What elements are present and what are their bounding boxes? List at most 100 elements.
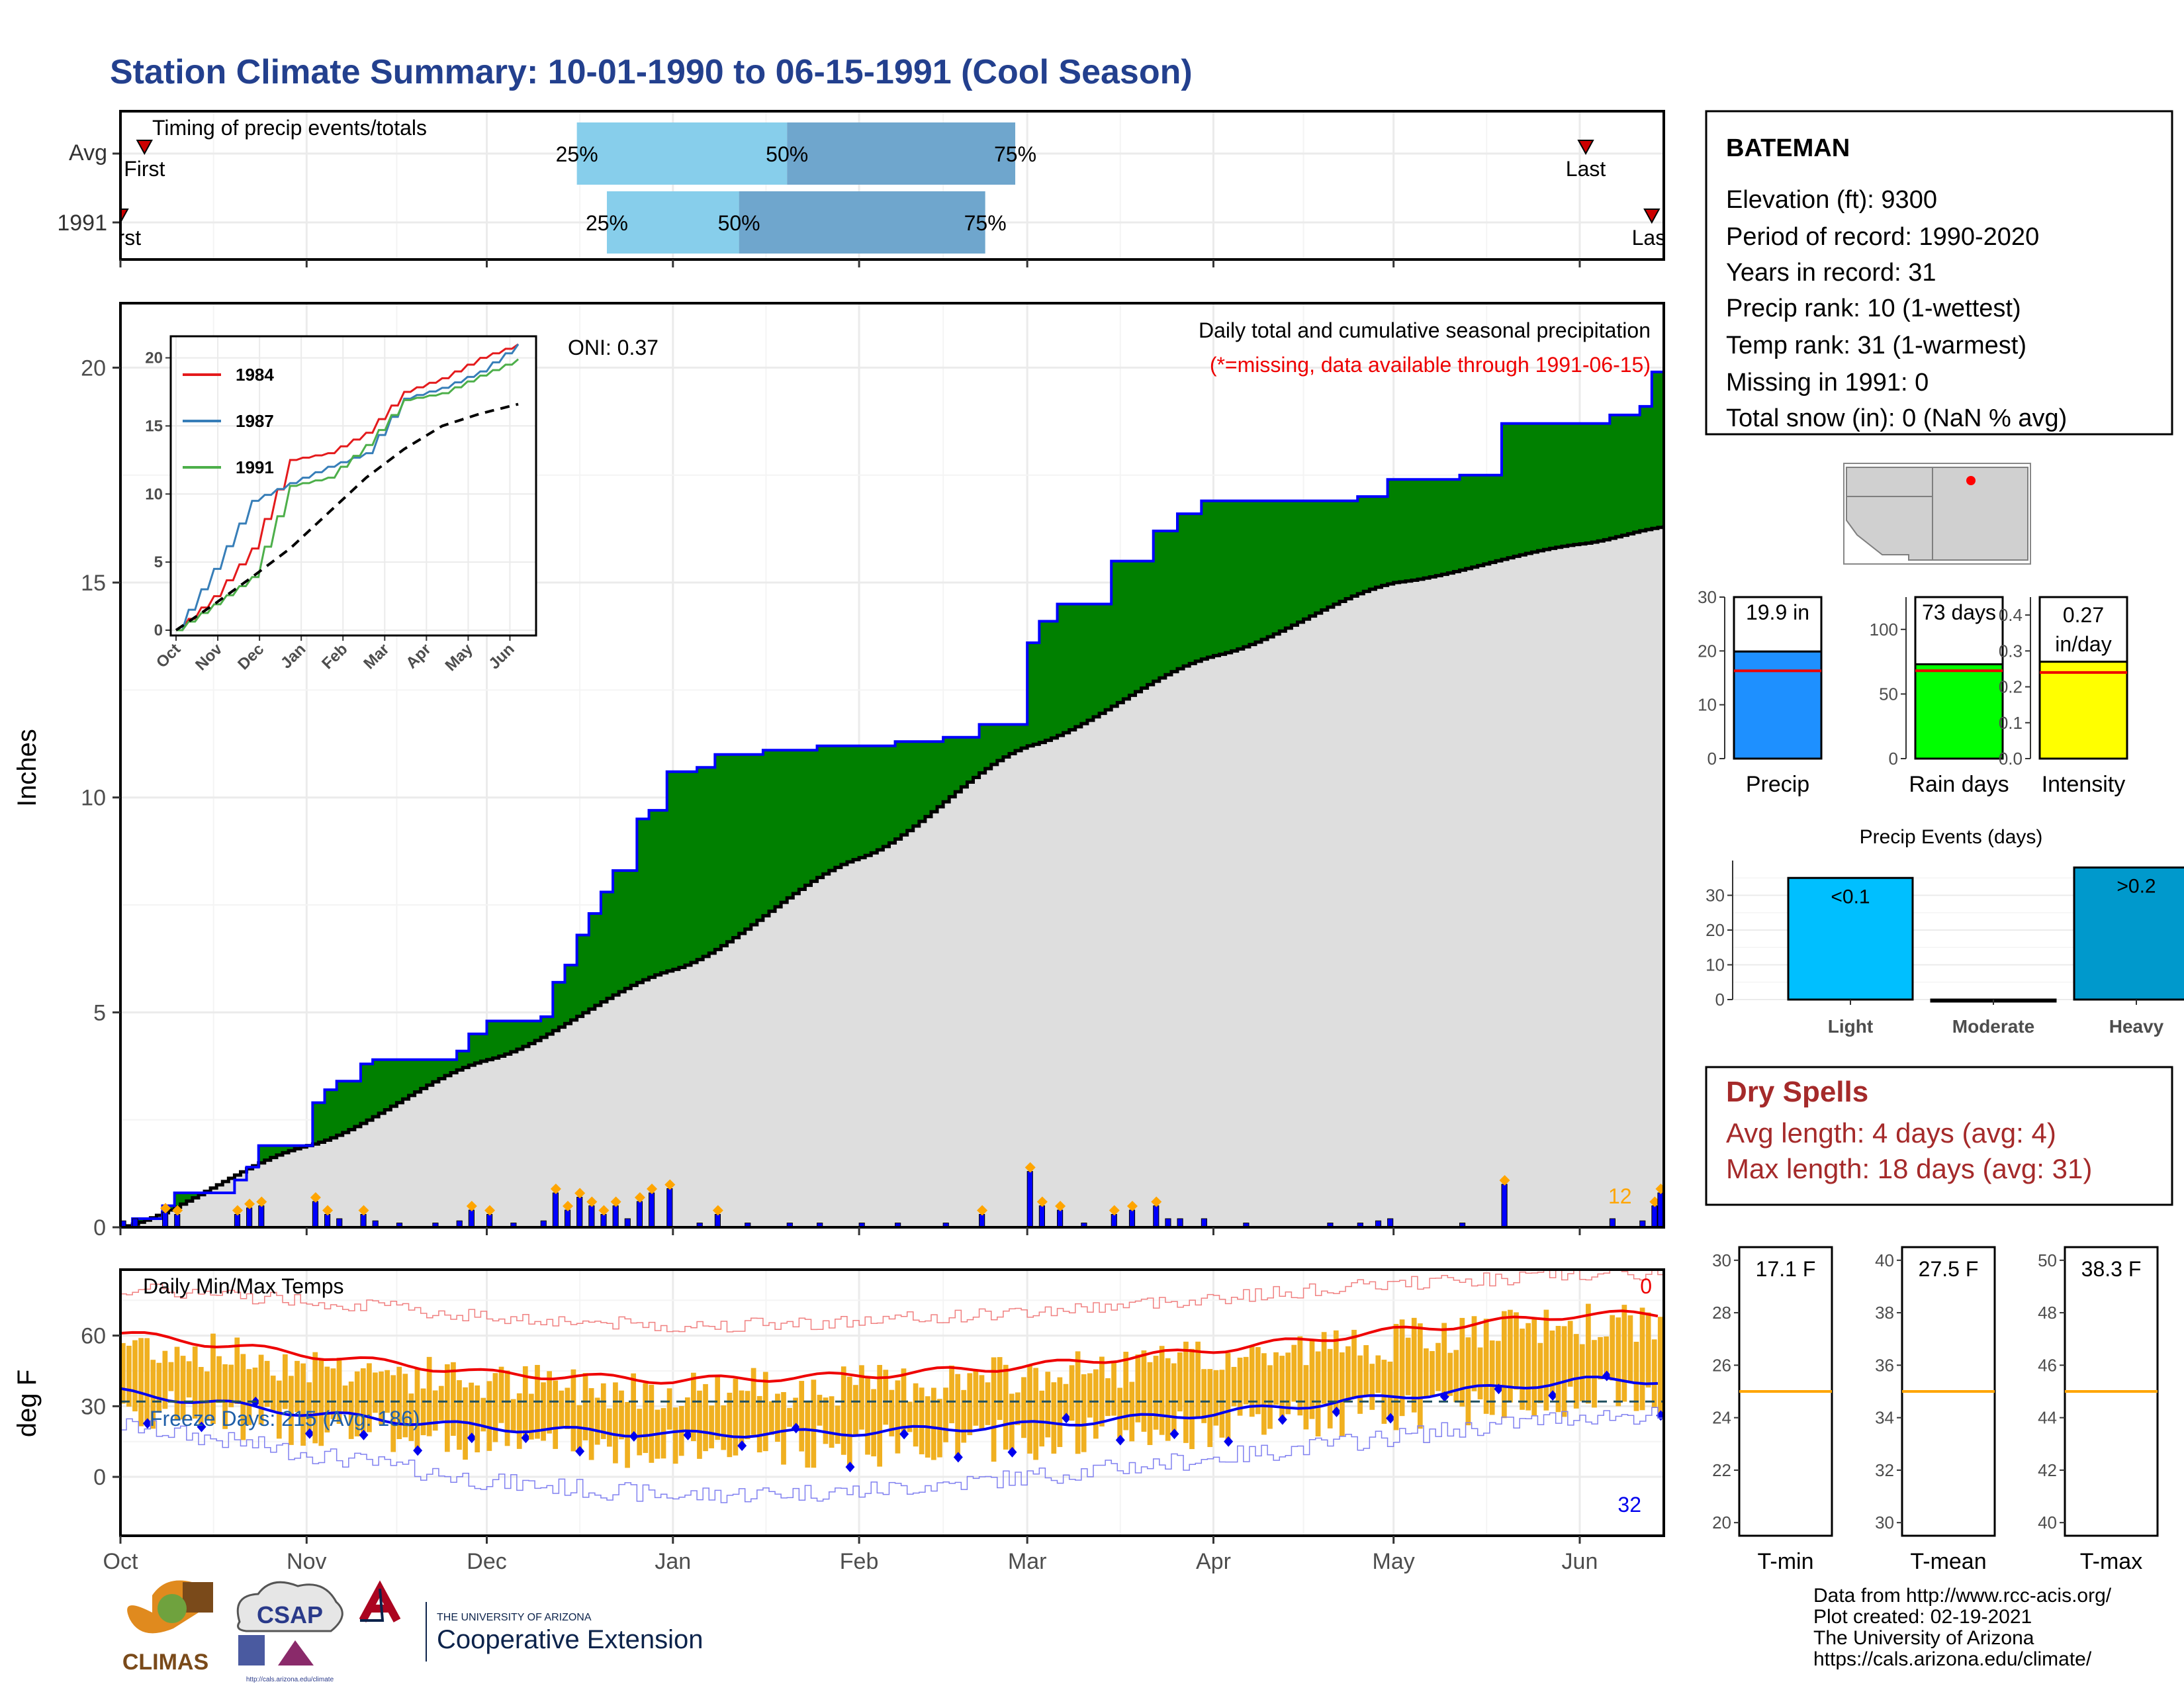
daily-temp-range-bar [330, 1368, 336, 1419]
daily-temp-range-bar [1471, 1316, 1477, 1391]
cold-day-marker [1224, 1436, 1234, 1447]
summary-value-label: 73 days [1922, 600, 1996, 624]
precip-event-marker [466, 1201, 477, 1212]
timing-panel: 25% 50% 75% First Last 25% 50% 75% First Last Tim… [57, 110, 1665, 261]
daily-temp-range-bar [246, 1369, 252, 1425]
daily-temp-range-bar [1207, 1369, 1213, 1447]
daily-temp-range-bar [348, 1382, 354, 1439]
daily-temp-range-bar [1093, 1369, 1099, 1439]
precip-event-marker [172, 1205, 183, 1216]
daily-temp-range-bar [408, 1393, 414, 1441]
daily-temp-range-bar [276, 1380, 282, 1439]
daily-temp-range-bar [1610, 1315, 1615, 1381]
daily-temp-range-bar [156, 1362, 162, 1413]
daily-temp-range-bar [1321, 1332, 1327, 1404]
inset-y-tick-label: 10 [145, 485, 163, 503]
daily-temp-range-bar [1502, 1311, 1507, 1419]
daily-temp-range-bar [138, 1338, 144, 1427]
daily-temp-range-bar [1135, 1354, 1141, 1423]
daily-temp-range-bar [1309, 1338, 1315, 1419]
daily-temp-range-bar [733, 1378, 739, 1456]
summary-bar-label: Intensity [2042, 772, 2126, 797]
daily-temp-range-bar [955, 1374, 960, 1458]
daily-temp-range-bar [312, 1352, 318, 1444]
daily-precip-bar [552, 1192, 559, 1227]
inset-series-line [176, 358, 520, 632]
precip-event-marker [1649, 1196, 1661, 1207]
last-event-label: Last [1566, 157, 1606, 181]
daily-temp-range-bar [805, 1401, 811, 1468]
daily-temp-range-bar [1537, 1342, 1543, 1403]
daily-temp-range-bar [1117, 1387, 1122, 1440]
daily-precip-bar [1057, 1209, 1064, 1227]
daily-temp-range-bar [745, 1391, 751, 1440]
daily-temp-range-bar [144, 1338, 150, 1424]
temp-summary-y-tick-label: 50 [2038, 1250, 2057, 1270]
csap-logo-text: CSAP [257, 1601, 323, 1628]
daily-temp-range-bar [594, 1397, 600, 1445]
daily-temp-range-bar [1045, 1372, 1051, 1438]
summary-value-box [2038, 596, 2128, 663]
daily-temp-range-bar [162, 1350, 168, 1409]
timing-label-25: 25% [556, 142, 598, 166]
precip-event-marker [634, 1192, 645, 1203]
daily-temp-range-bar [1621, 1305, 1627, 1402]
precip-event-marker [256, 1196, 267, 1207]
daily-temp-range-bar [871, 1389, 876, 1457]
daily-temp-range-bar [1141, 1350, 1147, 1432]
daily-temp-range-bar [132, 1340, 138, 1412]
daily-precip-bar [486, 1214, 493, 1227]
temp-summary-value-label: 38.3 F [2081, 1257, 2142, 1281]
daily-temp-range-bar [703, 1383, 708, 1452]
daily-temp-range-bar [1340, 1352, 1345, 1436]
daily-precip-bar [1651, 1205, 1658, 1227]
record-min-line [120, 1407, 1664, 1503]
daily-precip-bar [174, 1214, 181, 1227]
cold-day-marker [1169, 1429, 1179, 1440]
daily-temp-range-bar [480, 1397, 486, 1432]
daily-temp-range-bar [1604, 1336, 1609, 1376]
daily-temp-range-bar [600, 1383, 606, 1439]
daily-temp-range-bar [126, 1345, 132, 1407]
timing-bar-q2-q3 [739, 191, 985, 254]
climas-logo-text: CLIMAS [122, 1650, 208, 1675]
daily-precip-bar [120, 1220, 126, 1227]
summary-y-tick-label: 0 [1707, 749, 1717, 769]
inset-series-line [176, 343, 519, 632]
daily-temp-range-bar [1105, 1378, 1111, 1417]
temp-summary-y-tick-label: 24 [1712, 1408, 1731, 1428]
cold-day-marker [1277, 1414, 1287, 1425]
daily-temp-range-bar [1183, 1341, 1189, 1443]
avg-min-line [120, 1376, 1658, 1438]
dry-spells-title: Dry Spells [1726, 1076, 1868, 1108]
daily-temp-range-bar [1243, 1356, 1249, 1405]
summary-bar [2038, 661, 2128, 760]
daily-temp-range-bar [1483, 1319, 1489, 1414]
temp-summary-y-tick-label: 42 [2038, 1460, 2057, 1480]
daily-temp-range-bar [846, 1376, 852, 1468]
daily-temp-range-bar [1465, 1337, 1471, 1426]
cold-day-marker [359, 1429, 369, 1440]
x-tick-label: Oct [103, 1549, 138, 1574]
temp-summary-y-tick-label: 32 [1875, 1460, 1894, 1480]
daily-temp-range-bar [1303, 1365, 1309, 1430]
cold-day-marker [413, 1445, 423, 1456]
average-cumulative-line [120, 525, 1664, 1227]
daily-temp-range-bar [150, 1360, 156, 1429]
daily-temp-range-bar [1003, 1364, 1009, 1450]
daily-temp-range-bar [1514, 1312, 1519, 1390]
daily-temp-range-bar [1399, 1319, 1405, 1417]
daily-temp-range-bar [889, 1389, 895, 1436]
daily-precip-bar [162, 1211, 169, 1227]
cold-day-marker [899, 1429, 909, 1440]
daily-temp-range-bar [1387, 1361, 1393, 1419]
daily-temp-range-bar [775, 1393, 780, 1442]
inset-y-tick-label: 20 [145, 350, 163, 367]
daily-temp-range-bar [823, 1397, 829, 1444]
daily-temp-range-bar [1405, 1337, 1411, 1395]
daily-temp-range-bar [1219, 1370, 1225, 1438]
daily-temp-range-bar [919, 1387, 925, 1454]
precip-event-marker [712, 1205, 723, 1216]
timing-bar-q2-q3 [787, 122, 1016, 185]
timing-label-75: 75% [964, 211, 1007, 235]
